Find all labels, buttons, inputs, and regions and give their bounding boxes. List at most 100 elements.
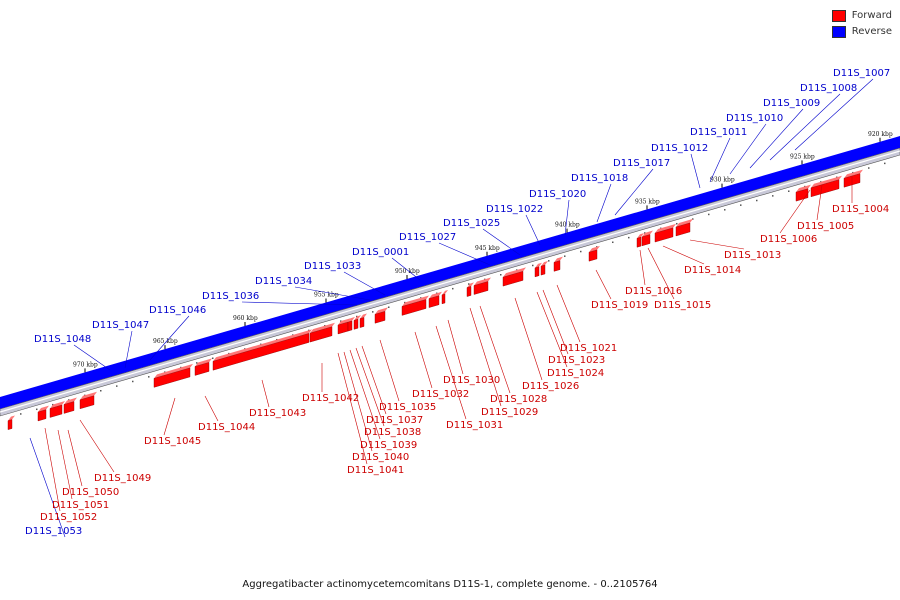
forward-gene-top (375, 307, 388, 315)
forward-gene-label: D11S_1019 (591, 300, 648, 311)
forward-label-leader (595, 269, 612, 300)
forward-gene-block (212, 333, 310, 371)
ruler-minor-dot (612, 241, 614, 244)
reverse-label-leader (749, 108, 804, 169)
forward-gene-label: D11S_1026 (522, 381, 579, 392)
forward-gene-block (347, 320, 353, 332)
ruler-minor-dot (452, 287, 454, 290)
forward-gene-label: D11S_1035 (379, 402, 436, 413)
forward-gene-label: D11S_1039 (360, 440, 417, 451)
ruler-minor-dot (548, 260, 550, 262)
reverse-label-leader (564, 199, 570, 236)
forward-gene-label: D11S_1044 (198, 422, 255, 433)
ruler-minor-dot (36, 408, 38, 411)
ruler-minor-dot (356, 315, 358, 318)
forward-gene-label: D11S_1045 (144, 436, 201, 447)
forward-gene-block (795, 188, 809, 202)
ruler-tick-label: 930 kbp (710, 177, 735, 184)
forward-gene-label: D11S_1023 (548, 355, 605, 366)
forward-gene-top (429, 291, 442, 299)
forward-gene-top (8, 415, 15, 421)
forward-gene-label: D11S_1041 (347, 465, 404, 476)
forward-label-leader (542, 289, 569, 355)
reverse-label-leader (525, 214, 541, 246)
ruler-minor-dot (772, 195, 774, 197)
forward-gene-label: D11S_1029 (481, 407, 538, 418)
forward-label-leader (349, 349, 381, 440)
forward-gene-top (442, 289, 448, 295)
ruler-minor-dot (340, 320, 342, 322)
reverse-gene-label: D11S_1010 (726, 113, 783, 124)
ruler-tick-label: 935 kbp (635, 198, 660, 205)
forward-label-leader (163, 397, 176, 436)
reverse-gene-label: D11S_0001 (352, 247, 409, 258)
reverse-gene-label: D11S_1027 (399, 232, 456, 243)
forward-gene-block (675, 222, 691, 237)
ruler-minor-dot (580, 250, 582, 253)
forward-gene-label: D11S_1042 (302, 393, 359, 404)
forward-gene-top (354, 315, 361, 321)
reverse-gene-label: D11S_1046 (149, 305, 206, 316)
forward-gene-label: D11S_1024 (547, 368, 604, 379)
forward-gene-label: D11S_1052 (40, 512, 97, 523)
forward-gene-block (153, 367, 191, 388)
forward-gene-block (502, 271, 524, 287)
ruler-minor-dot (644, 232, 646, 234)
reverse-strand-band (0, 136, 900, 409)
forward-gene-top (402, 295, 429, 307)
ruler-minor-dot (884, 162, 886, 165)
forward-gene-top (64, 397, 77, 405)
forward-gene-top (637, 233, 644, 239)
forward-gene-top (310, 322, 335, 334)
forward-gene-label: D11S_1051 (52, 500, 109, 511)
forward-gene-top (642, 230, 653, 237)
ruler-minor-dot (100, 390, 102, 392)
ruler-minor-dot (52, 403, 54, 406)
ruler-tick-label: 950 kbp (395, 268, 420, 275)
forward-gene-top (348, 316, 355, 323)
forward-gene-block (588, 249, 598, 262)
reverse-gene-label: D11S_1047 (92, 320, 149, 331)
reverse-label-leader (596, 183, 612, 223)
ruler-tick-label: 940 kbp (555, 222, 580, 229)
forward-label-leader (343, 351, 373, 452)
ruler-minor-dot (756, 199, 758, 202)
ruler-tick-label: 965 kbp (153, 338, 178, 345)
ruler-minor-dot (740, 204, 742, 206)
ruler-minor-dot (468, 283, 470, 285)
ruler-minor-dot (20, 413, 22, 415)
legend-forward: Forward (831, 8, 892, 23)
reverse-swatch (831, 25, 846, 38)
forward-label-leader (44, 427, 61, 512)
forward-gene-top (195, 358, 212, 367)
forward-label-leader (514, 297, 543, 381)
reverse-label-leader (614, 168, 654, 216)
forward-gene-top (811, 175, 842, 188)
reverse-gene-label: D11S_1008 (800, 83, 857, 94)
ruler-minor-dot (148, 376, 150, 378)
reverse-label-leader (794, 78, 874, 151)
forward-gene-block (641, 234, 651, 247)
ruler-minor-dot (564, 255, 566, 257)
reverse-gene-label: D11S_1036 (202, 291, 259, 302)
reverse-label-leader (73, 344, 111, 371)
forward-label-leader (379, 339, 400, 402)
forward-gene-label: D11S_1030 (443, 375, 500, 386)
forward-label-leader (435, 325, 467, 420)
forward-gene-block (473, 281, 489, 295)
forward-label-leader (479, 305, 511, 394)
reverse-gene-label: D11S_1022 (486, 204, 543, 215)
forward-gene-block (359, 317, 365, 328)
reverse-label-leader (294, 286, 371, 301)
forward-gene-label: D11S_1050 (62, 487, 119, 498)
forward-gene-label: D11S_1049 (94, 473, 151, 484)
ruler-minor-dot (676, 222, 678, 225)
reverse-label-leader (709, 137, 731, 183)
forward-gene-label: D11S_1028 (490, 394, 547, 405)
reverse-label-leader (729, 123, 767, 175)
reverse-label-leader (769, 93, 841, 161)
forward-gene-block (63, 401, 75, 414)
ruler-minor-dot (212, 357, 214, 360)
forward-label-leader (556, 284, 581, 343)
